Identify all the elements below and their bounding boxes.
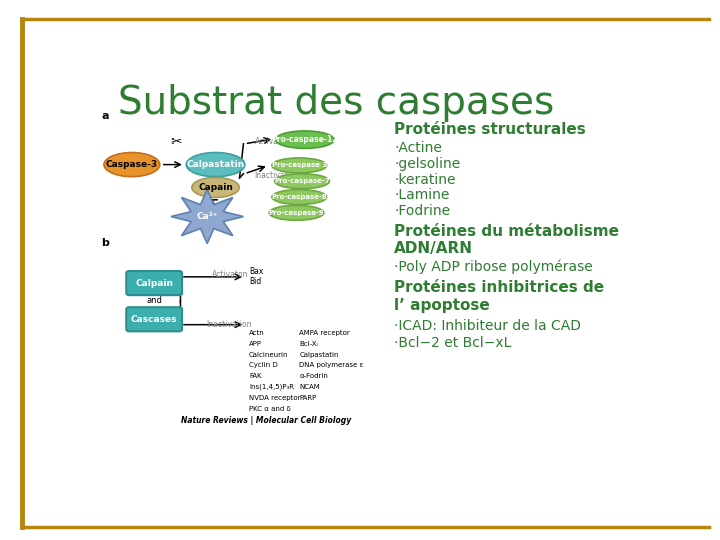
Text: Cyclin D: Cyclin D: [249, 362, 278, 368]
Text: Activation: Activation: [255, 137, 293, 146]
Text: NVDA receptor: NVDA receptor: [249, 395, 300, 401]
Text: Pro-caspase-7: Pro-caspase-7: [274, 178, 330, 184]
Ellipse shape: [269, 205, 324, 220]
Text: l’ apoptose: l’ apoptose: [394, 299, 490, 313]
Text: APP: APP: [249, 341, 262, 347]
Text: Nature Reviews | Molecular Cell Biology: Nature Reviews | Molecular Cell Biology: [181, 416, 351, 425]
Ellipse shape: [272, 190, 327, 205]
Text: Protéines structurales: Protéines structurales: [394, 122, 586, 137]
Text: α-Fodrin: α-Fodrin: [300, 373, 328, 379]
Text: Protéines inhibitrices de: Protéines inhibitrices de: [394, 280, 604, 295]
Text: ·Bcl−2 et Bcl−xL: ·Bcl−2 et Bcl−xL: [394, 336, 511, 350]
FancyBboxPatch shape: [126, 307, 182, 332]
Text: PARP: PARP: [300, 395, 317, 401]
Text: Pro-caspase-12: Pro-caspase-12: [271, 135, 338, 144]
Ellipse shape: [272, 158, 327, 173]
Text: Capain: Capain: [198, 183, 233, 192]
Text: Calcineurin: Calcineurin: [249, 352, 289, 357]
Text: a: a: [101, 111, 109, 121]
Text: Inactivation: Inactivation: [206, 320, 251, 329]
Text: Pro-caspasa-9: Pro-caspasa-9: [269, 210, 324, 216]
Text: FAK: FAK: [249, 373, 261, 379]
Text: ·keratine: ·keratine: [394, 173, 456, 186]
Text: ·ICAD: Inhibiteur de la CAD: ·ICAD: Inhibiteur de la CAD: [394, 319, 581, 333]
Text: Caspase-3: Caspase-3: [106, 160, 158, 169]
Ellipse shape: [186, 152, 245, 177]
FancyBboxPatch shape: [126, 271, 182, 295]
Text: ·Fodrine: ·Fodrine: [394, 204, 450, 218]
Text: Bax: Bax: [249, 267, 264, 276]
Text: Cascases: Cascases: [131, 315, 177, 324]
Text: NCAM: NCAM: [300, 384, 320, 390]
Text: and: and: [146, 296, 162, 306]
Text: Pro-caspase-8: Pro-caspase-8: [271, 194, 327, 200]
Text: b: b: [101, 238, 109, 248]
PathPatch shape: [171, 190, 243, 244]
Text: Calpain: Calpain: [135, 279, 174, 288]
Text: Substrat des caspases: Substrat des caspases: [118, 84, 554, 122]
Text: Bcl-Xₗ: Bcl-Xₗ: [300, 341, 318, 347]
Text: Pro-caspase 3: Pro-caspase 3: [271, 163, 327, 168]
Text: Calpastatin: Calpastatin: [300, 352, 338, 357]
Text: AMPA receptor: AMPA receptor: [300, 330, 350, 336]
Text: Calpastatin: Calpastatin: [186, 160, 245, 169]
Text: Inactivation: Inactivation: [255, 171, 300, 180]
Text: ADN/ARN: ADN/ARN: [394, 241, 473, 256]
Text: ·gelsoline: ·gelsoline: [394, 157, 460, 171]
Text: Bid: Bid: [249, 276, 261, 286]
Text: Actn: Actn: [249, 330, 265, 336]
Ellipse shape: [192, 178, 239, 198]
Ellipse shape: [104, 152, 160, 177]
Text: Ca²⁺: Ca²⁺: [197, 212, 218, 221]
Text: ·Lamine: ·Lamine: [394, 188, 449, 202]
Text: Ins(1,4,5)P₃R: Ins(1,4,5)P₃R: [249, 384, 294, 390]
Text: ·Poly ADP ribose polymérase: ·Poly ADP ribose polymérase: [394, 259, 593, 274]
Text: ·Actine: ·Actine: [394, 141, 442, 155]
Text: DNA polymerase ε: DNA polymerase ε: [300, 362, 364, 368]
Text: Protéines du métabolisme: Protéines du métabolisme: [394, 224, 619, 239]
Text: Activaton: Activaton: [212, 270, 248, 279]
Ellipse shape: [275, 174, 329, 188]
Ellipse shape: [276, 131, 334, 149]
Text: ✂: ✂: [171, 134, 182, 149]
Text: PKC α and δ: PKC α and δ: [249, 406, 291, 411]
